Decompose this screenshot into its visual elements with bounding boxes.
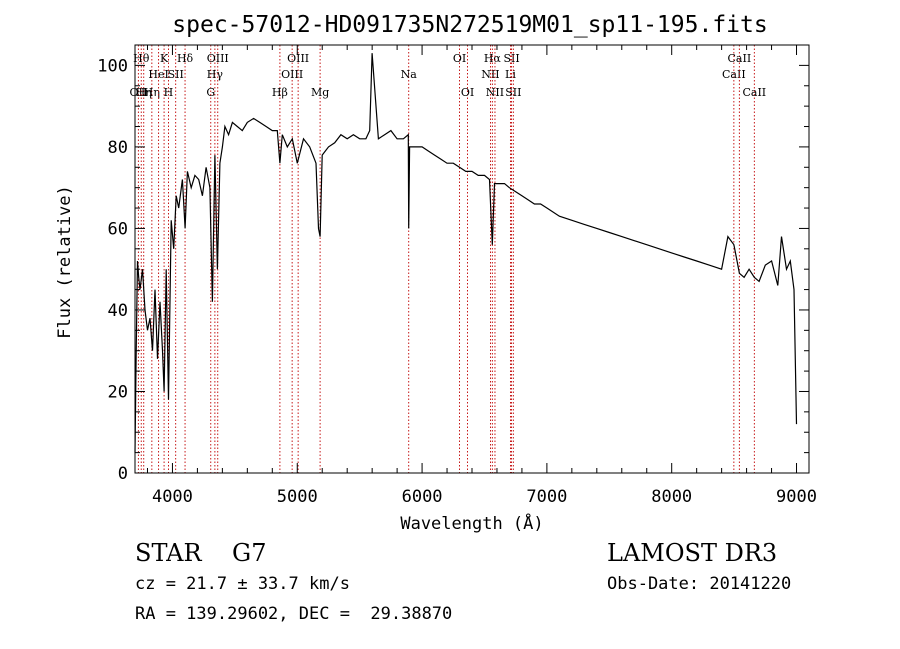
x-tick-label-3: 7000 — [526, 487, 567, 507]
y-tick-label-4: 80 — [108, 138, 128, 158]
spectral-line-label-26: CaII — [728, 52, 752, 65]
x-tick-label-4: 8000 — [651, 487, 692, 507]
spectral-line-label-5: K — [160, 52, 169, 65]
x-axis-ticks: 4000 5000 6000 7000 8000 9000 — [146, 45, 817, 507]
x-tick-label-1: 5000 — [277, 487, 318, 507]
spectral-line-label-2: Hη — [136, 86, 152, 99]
star-classification: STAR G7 — [135, 539, 267, 567]
spectral-line-label-10: Hγ — [207, 68, 224, 81]
plot-frame — [134, 44, 810, 474]
y-tick-label-3: 60 — [108, 219, 128, 239]
spectral-line-label-24: SII — [505, 86, 521, 99]
y-tick-label-5: 100 — [97, 56, 128, 76]
spectral-line-label-15: Mg — [311, 86, 329, 99]
y-tick-label-2: 40 — [108, 301, 128, 321]
redshift-velocity: cz = 21.7 ± 33.7 km/s — [135, 574, 350, 594]
spectral-line-label-12: Hβ — [272, 86, 288, 99]
y-tick-label-1: 20 — [108, 382, 128, 402]
chart-title: spec-57012-HD091735N272519M01_sp11-195.f… — [172, 12, 767, 38]
spectral-line-label-23: SII — [503, 52, 519, 65]
spectral-line-label-16: Na — [401, 68, 418, 81]
spectral-line-label-21: NII — [486, 86, 504, 99]
spectral-line-label-9: G — [206, 86, 215, 99]
spectral-line-label-11: OIII — [207, 52, 229, 65]
spectral-line-label-18: OI — [461, 86, 474, 99]
spectral-line-label-6: H — [164, 86, 174, 99]
spectral-line-label-3: Hη — [144, 86, 160, 99]
observation-date: Obs-Date: 20141220 — [607, 574, 792, 594]
spectral-line-label-19: NII — [481, 68, 499, 81]
x-tick-label-5: 9000 — [776, 487, 817, 507]
spectral-line-label-0: OII — [130, 86, 148, 99]
spectral-line-label-4: HeI — [148, 68, 168, 81]
y-axis-label: Flux (relative) — [55, 185, 75, 339]
spectral-line-label-13: OIII — [281, 68, 303, 81]
x-tick-label-0: 4000 — [152, 487, 193, 507]
spectral-line-label-7: SII — [168, 68, 184, 81]
y-axis-ticks: 0 20 40 60 80 100 — [97, 56, 809, 484]
spectral-line-label-22: Li — [505, 68, 516, 81]
x-tick-label-2: 6000 — [402, 487, 443, 507]
spectral-line-label-14: OIII — [287, 52, 309, 65]
y-tick-label-0: 0 — [118, 464, 128, 484]
survey-name: LAMOST DR3 — [607, 539, 778, 567]
spectral-line-label-8: Hδ — [177, 52, 194, 65]
spectral-line-label-20: Hα — [484, 52, 502, 65]
spectral-line-label-1: Hθ — [133, 52, 150, 65]
spectral-line-label-17: OI — [453, 52, 466, 65]
x-axis-label: Wavelength (Å) — [400, 512, 543, 534]
spectrum-line — [134, 53, 798, 453]
spectral-line-label-25: CaII — [722, 68, 746, 81]
spectral-line-label-27: CaII — [742, 86, 766, 99]
ra-dec-coordinates: RA = 139.29602, DEC = 29.38870 — [135, 604, 453, 624]
